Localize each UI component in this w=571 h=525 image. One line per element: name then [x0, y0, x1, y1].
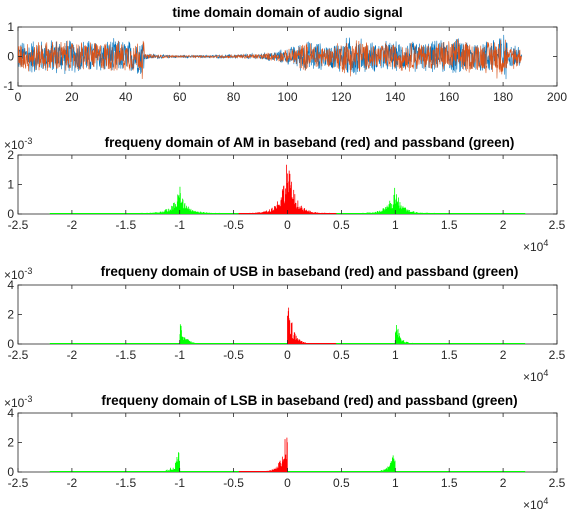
x-tick-label: 160 — [439, 90, 459, 104]
x-tick-label: -2 — [67, 348, 78, 362]
x-tick-label: 120 — [331, 90, 351, 104]
subplot-2: -2.5 -2 -1.5 -1 -0.5 0 0.5 1 1.5 2 2.5 0 1 2 frequeny … — [4, 135, 566, 254]
x-tick-label: 40 — [119, 90, 133, 104]
x-axis-multiplier-exponent: 4 — [543, 496, 548, 506]
x-axis-multiplier: ×104 — [523, 368, 548, 384]
x-tick-label: 0 — [15, 90, 22, 104]
x-tick-label: 180 — [493, 90, 513, 104]
series-line-2 — [18, 38, 523, 80]
x-tick-label: 20 — [65, 90, 79, 104]
x-tick-label: -2 — [67, 476, 78, 490]
plot-area — [18, 34, 523, 80]
x-tick-label: 2 — [500, 476, 507, 490]
y-tick-label: 1 — [7, 20, 14, 34]
x-tick-label: 80 — [227, 90, 241, 104]
y-tick-label: 0 — [7, 337, 14, 351]
x-tick-label: 2 — [500, 348, 507, 362]
y-axis-multiplier-exponent: -3 — [24, 394, 32, 404]
x-tick-label: 0 — [284, 218, 291, 232]
y-tick-label: 2 — [7, 436, 14, 450]
x-tick-label: 0.5 — [333, 348, 350, 362]
x-tick-label: -1 — [174, 476, 185, 490]
x-axis-multiplier: ×104 — [523, 238, 548, 254]
x-tick-label: -0.5 — [223, 218, 244, 232]
subplot-title: frequeny domain of LSB in baseband (red)… — [101, 393, 517, 408]
x-tick-label: -1.5 — [115, 476, 136, 490]
x-tick-label: 2.5 — [549, 348, 566, 362]
x-tick-label: 1.5 — [441, 218, 458, 232]
x-tick-label: -2.5 — [8, 218, 29, 232]
x-tick-label: 1 — [392, 348, 399, 362]
x-tick-label: 100 — [277, 90, 297, 104]
x-tick-label: -1 — [174, 348, 185, 362]
x-tick-label: -1.5 — [115, 218, 136, 232]
x-axis-multiplier-exponent: 4 — [543, 238, 548, 248]
x-tick-label: 60 — [173, 90, 187, 104]
x-tick-label: 0 — [284, 476, 291, 490]
x-tick-label: 1.5 — [441, 476, 458, 490]
x-tick-label: 0.5 — [333, 218, 350, 232]
y-tick-label: 1 — [7, 178, 14, 192]
x-axis-multiplier-exponent: 4 — [543, 368, 548, 378]
x-tick-label: 140 — [385, 90, 405, 104]
x-tick-label: 1 — [392, 476, 399, 490]
x-tick-label: 0.5 — [333, 476, 350, 490]
subplot-title: frequeny domain of AM in baseband (red) … — [105, 135, 515, 150]
y-tick-label: 2 — [7, 308, 14, 322]
x-tick-label: -1.5 — [115, 348, 136, 362]
x-tick-label: -2 — [67, 218, 78, 232]
y-tick-label: 4 — [7, 278, 14, 292]
y-tick-label: 0 — [7, 50, 14, 64]
y-axis-multiplier-exponent: -3 — [24, 266, 32, 276]
y-tick-label: 4 — [7, 406, 14, 420]
x-tick-label: -0.5 — [223, 348, 244, 362]
subplot-4: -2.5 -2 -1.5 -1 -0.5 0 0.5 1 1.5 2 2.5 0 2 4 frequeny … — [4, 393, 566, 512]
x-tick-label: 0 — [284, 348, 291, 362]
x-tick-label: 2 — [500, 218, 507, 232]
x-tick-label: -2.5 — [8, 348, 29, 362]
x-axis-multiplier: ×104 — [523, 496, 548, 512]
y-tick-label: 0 — [7, 207, 14, 221]
subplot-title: time domain domain of audio signal — [172, 5, 402, 20]
y-tick-label: 0 — [7, 465, 14, 479]
subplot-3: -2.5 -2 -1.5 -1 -0.5 0 0.5 1 1.5 2 2.5 0 2 4 frequeny … — [4, 264, 566, 384]
x-tick-label: 200 — [547, 90, 567, 104]
x-tick-label: 1.5 — [441, 348, 458, 362]
x-tick-label: -2.5 — [8, 476, 29, 490]
subplot-title: frequeny domain of USB in baseband (red)… — [101, 264, 519, 279]
x-tick-label: 2.5 — [549, 476, 566, 490]
x-tick-label: -1 — [174, 218, 185, 232]
y-tick-label: 2 — [7, 148, 14, 162]
x-tick-label: -0.5 — [223, 476, 244, 490]
series-line-1 — [18, 34, 523, 80]
y-axis-multiplier-exponent: -3 — [24, 136, 32, 146]
y-tick-label: -1 — [3, 79, 14, 93]
x-tick-label: 2.5 — [549, 218, 566, 232]
x-tick-label: 1 — [392, 218, 399, 232]
